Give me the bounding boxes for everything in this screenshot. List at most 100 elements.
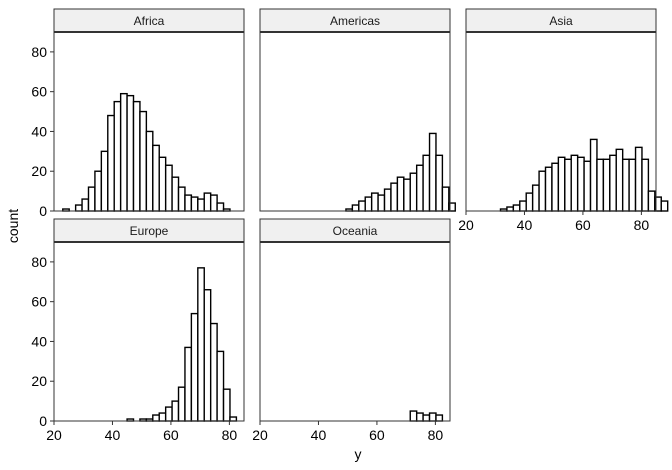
histogram-bar (602, 158, 611, 212)
facet-africa: Africa 0 20 40 60 80 (31, 8, 245, 219)
histogram-bar (589, 138, 598, 212)
histogram-bar (164, 406, 173, 422)
histogram-bar (660, 200, 669, 212)
histogram-bar (152, 414, 160, 422)
histogram-bar (647, 190, 656, 212)
histogram-bar (641, 158, 650, 212)
histogram-bar (525, 192, 534, 212)
panel-border (465, 31, 657, 212)
histogram-bar (100, 150, 109, 212)
x-tick-label: 20 (252, 427, 268, 443)
x-tick-label: 20 (458, 217, 474, 233)
facet-americas: Americas (259, 8, 456, 212)
histogram-bar (190, 312, 199, 422)
histogram-bar (216, 350, 225, 422)
y-tick-label: 40 (31, 123, 47, 139)
histogram-bar (177, 386, 186, 422)
histogram-bar (609, 154, 617, 212)
facet-asia: Asia 20 40 60 80 (458, 8, 669, 233)
facet-oceania: Oceania 20 40 60 80 (252, 218, 451, 443)
histogram-bar (190, 196, 199, 212)
histogram-bar (383, 188, 392, 212)
histogram-bar (171, 400, 180, 422)
histogram-bar (422, 154, 431, 212)
histogram-bar (222, 388, 231, 422)
x-tick-label: 40 (517, 217, 533, 233)
histogram-bar (576, 156, 585, 212)
facet-label: Oceania (333, 224, 378, 238)
histogram-bar (435, 414, 444, 422)
histogram-bar (113, 100, 122, 212)
facet-label: Americas (330, 14, 380, 28)
histogram-bar (184, 194, 193, 212)
histogram-bar (87, 186, 96, 212)
histogram-bar (621, 158, 630, 212)
y-tick-label: 0 (39, 413, 47, 429)
histogram-bar (564, 158, 572, 212)
histogram-bar (506, 206, 515, 212)
histogram-bar (358, 200, 366, 212)
histogram-bar (396, 176, 405, 212)
x-axis-title: y (355, 446, 362, 462)
histogram-bar (145, 130, 154, 212)
histogram-bar (415, 412, 424, 422)
histogram-bar (94, 170, 103, 212)
histogram-bar (119, 92, 128, 212)
histogram-bar (370, 192, 379, 212)
histogram-bar (409, 410, 418, 422)
histogram-bar (158, 412, 167, 422)
histogram-bar (390, 182, 399, 212)
histogram-bar (164, 164, 173, 212)
facet-label: Asia (549, 14, 573, 28)
histogram-bar (203, 289, 212, 422)
histogram-bar (197, 198, 205, 212)
facet-label: Africa (134, 14, 165, 28)
x-tick-label: 60 (369, 427, 385, 443)
histogram-bar (551, 162, 560, 212)
panel-border (53, 241, 245, 422)
histogram-bar (403, 178, 411, 212)
histogram-bar (209, 322, 218, 422)
histogram-bar (634, 146, 643, 212)
panel-border (259, 241, 451, 422)
facet-label: Europe (130, 224, 169, 238)
histogram-bar (409, 172, 418, 212)
histogram-bar (628, 158, 637, 212)
histogram-bar (512, 204, 521, 212)
histogram-bar (557, 156, 566, 212)
y-tick-label: 60 (31, 84, 47, 100)
histogram-bar (152, 144, 160, 212)
histogram-bar (428, 412, 437, 422)
panel-border (259, 31, 451, 212)
histogram-bar (570, 154, 579, 212)
histogram-bar (81, 198, 90, 212)
histogram-bar (422, 414, 431, 422)
x-tick-label: 40 (311, 427, 327, 443)
y-tick-label: 80 (31, 254, 47, 270)
histogram-bar (126, 94, 135, 212)
y-tick-label: 20 (31, 163, 47, 179)
x-tick-label: 40 (105, 427, 121, 443)
histogram-bar (364, 196, 373, 212)
histogram-bar (139, 110, 148, 212)
histogram-bar (596, 158, 605, 212)
histogram-bar (229, 416, 238, 422)
x-tick-label: 80 (222, 427, 238, 443)
histogram-bar (377, 194, 386, 212)
histogram-bar (428, 132, 437, 212)
histogram-bar (177, 186, 186, 212)
histogram-bar (74, 204, 83, 212)
y-tick-label: 0 (39, 203, 47, 219)
histogram-bar (203, 192, 212, 212)
histogram-bar (132, 100, 141, 212)
y-tick-label: 60 (31, 294, 47, 310)
x-tick-label: 80 (634, 217, 650, 233)
x-tick-label: 20 (46, 427, 62, 443)
histogram-bar (209, 194, 218, 212)
histogram-bar (158, 156, 167, 212)
y-tick-label: 40 (31, 333, 47, 349)
histogram-bar (538, 170, 547, 212)
